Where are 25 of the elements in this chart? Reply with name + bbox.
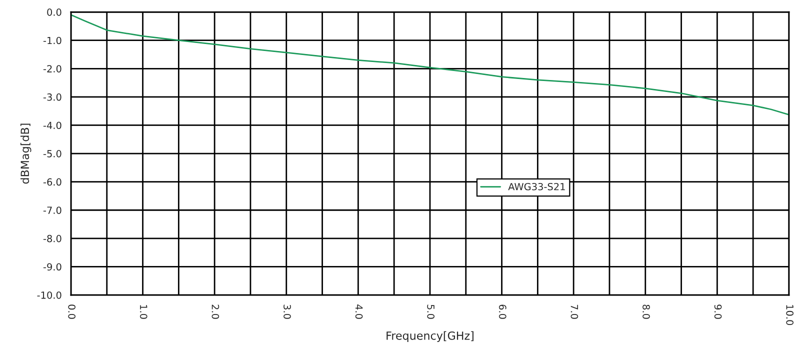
legend-label: AWG33-S21 — [508, 182, 565, 190]
x-tick-label: 2.0 — [212, 304, 220, 319]
x-tick-label: 4.0 — [355, 304, 363, 319]
y-axis-title: dBMag[dB] — [20, 124, 32, 184]
y-tick-label: -6.0 — [43, 178, 62, 186]
y-tick-label: -2.0 — [43, 65, 62, 72]
y-tick-label: 0.0 — [47, 8, 62, 16]
x-tick-label: 5.0 — [427, 304, 435, 319]
x-tick-label: 1.0 — [140, 305, 148, 319]
y-tick-label: -3.0 — [43, 93, 62, 101]
x-tick-label: 10.0 — [786, 305, 794, 326]
y-tick-label: -5.0 — [43, 150, 62, 158]
y-tick-label: -4.0 — [43, 122, 62, 130]
y-tick-label: -1.0 — [43, 36, 62, 44]
x-tick-label: 3.0 — [284, 304, 291, 319]
x-tick-label: 6.0 — [498, 304, 506, 319]
y-tick-label: -8.0 — [43, 234, 62, 242]
y-tick-label: -7.0 — [43, 206, 62, 214]
x-tick-label: 9.0 — [714, 304, 722, 319]
y-tick-label: -9.0 — [43, 263, 62, 271]
x-axis-title: Frequency[GHz] — [386, 331, 474, 342]
x-tick-label: 7.0 — [570, 304, 578, 319]
x-tick-label: 8.0 — [642, 304, 650, 319]
x-tick-label: 0.0 — [68, 304, 76, 319]
y-tick-label: -10.0 — [37, 291, 62, 299]
